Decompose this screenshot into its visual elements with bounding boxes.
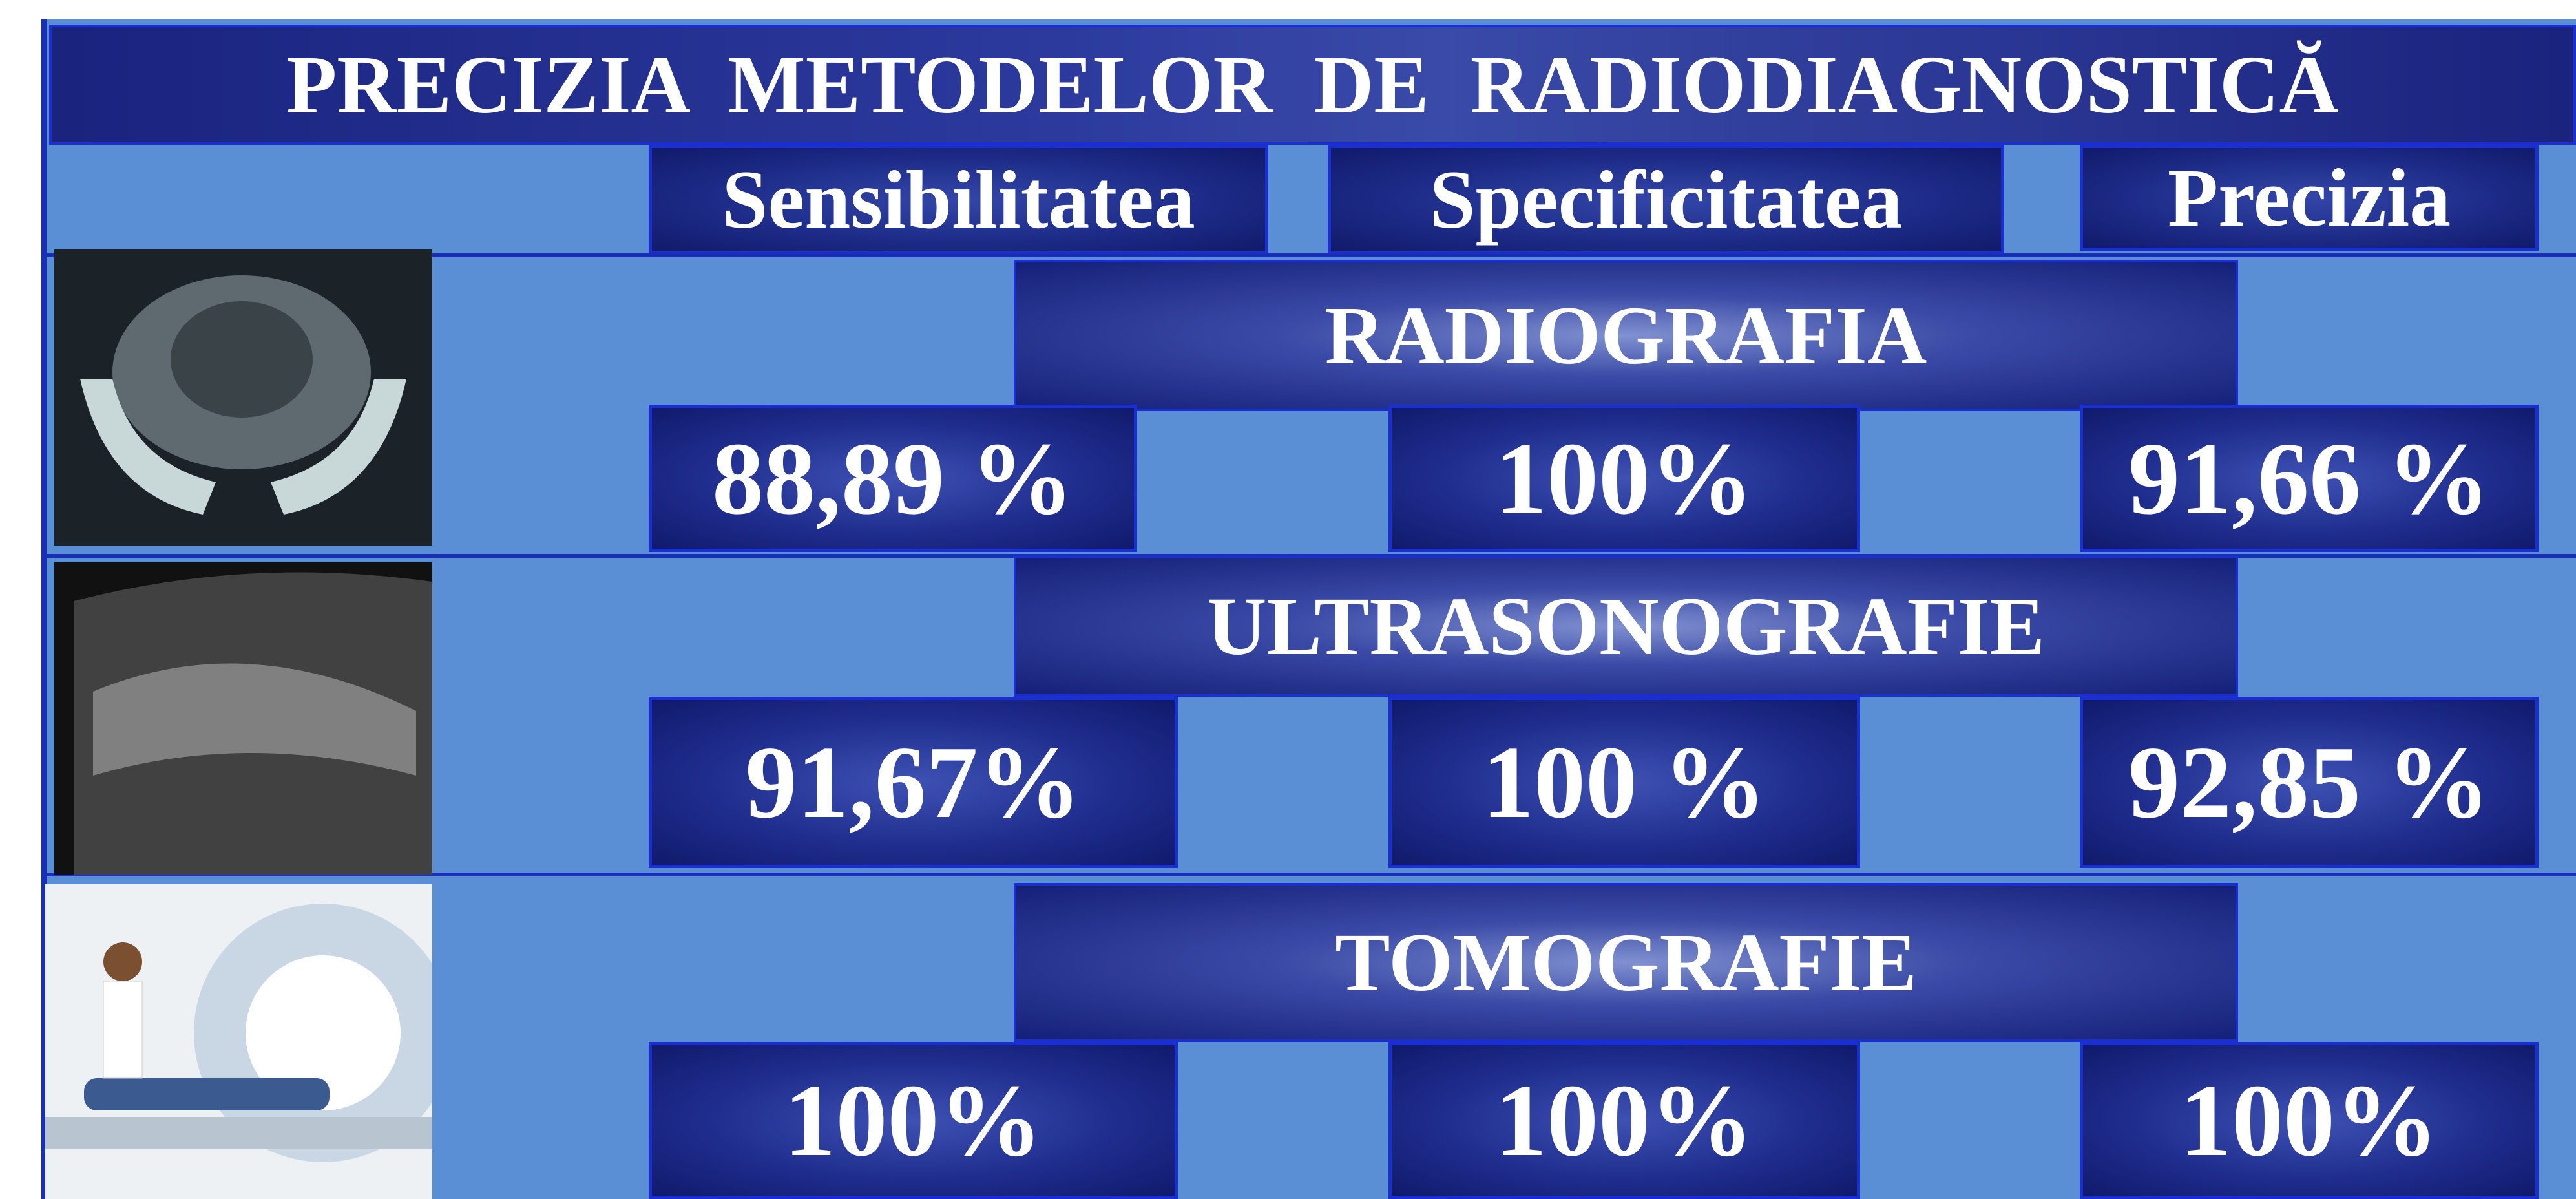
value-cell: 100% (1388, 405, 1860, 552)
value-cell-text: 100 % (1482, 725, 1766, 840)
column-header-text: Specificitatea (1429, 153, 1903, 246)
column-header-text: Sensibilitatea (722, 153, 1195, 246)
value-cell-text: 91,66 % (2128, 420, 2490, 536)
value-cell-text: 100% (1495, 420, 1754, 536)
value-cell: 100% (1388, 1042, 1860, 1199)
value-cell: 100% (649, 1042, 1178, 1199)
method-label: RADIOGRAFIA (1014, 260, 2238, 411)
value-cell-text: 88,89 % (712, 420, 1074, 536)
value-cell: 91,67% (649, 697, 1178, 868)
row-separator (41, 253, 2576, 257)
column-header: Sensibilitatea (649, 145, 1268, 255)
value-cell-text: 100% (1495, 1063, 1754, 1178)
value-cell-text: 92,85 % (2128, 725, 2490, 840)
column-header: Precizia (2080, 145, 2539, 251)
method-label: ULTRASONOGRAFIE (1014, 556, 2238, 697)
method-label: TOMOGRAFIE (1014, 883, 2238, 1042)
value-cell: 100 % (1388, 697, 1860, 868)
value-cell-text: 91,67% (745, 725, 1082, 840)
column-header-text: Precizia (2167, 151, 2451, 244)
row-separator (41, 873, 2576, 876)
value-cell-text: 100% (2180, 1063, 2438, 1178)
method-label-text: RADIOGRAFIA (1325, 289, 1927, 381)
value-cell: 88,89 % (649, 405, 1137, 552)
value-cell: 100% (2080, 1042, 2539, 1199)
column-header: Specificitatea (1328, 145, 2004, 255)
method-label-text: ULTRASONOGRAFIE (1207, 580, 2045, 672)
title-bar: PRECIZIA METODELOR DE RADIODIAGNOSTICĂ (49, 25, 2576, 145)
xray-image (54, 249, 432, 546)
value-cell: 91,66 % (2080, 405, 2539, 552)
value-cell: 92,85 % (2080, 697, 2539, 868)
method-label-text: TOMOGRAFIE (1335, 916, 1917, 1008)
value-cell-text: 100% (784, 1063, 1043, 1178)
ultrasound-image (54, 562, 432, 875)
title: PRECIZIA METODELOR DE RADIODIAGNOSTICĂ (286, 38, 2339, 131)
ct-scanner-image (45, 884, 432, 1199)
